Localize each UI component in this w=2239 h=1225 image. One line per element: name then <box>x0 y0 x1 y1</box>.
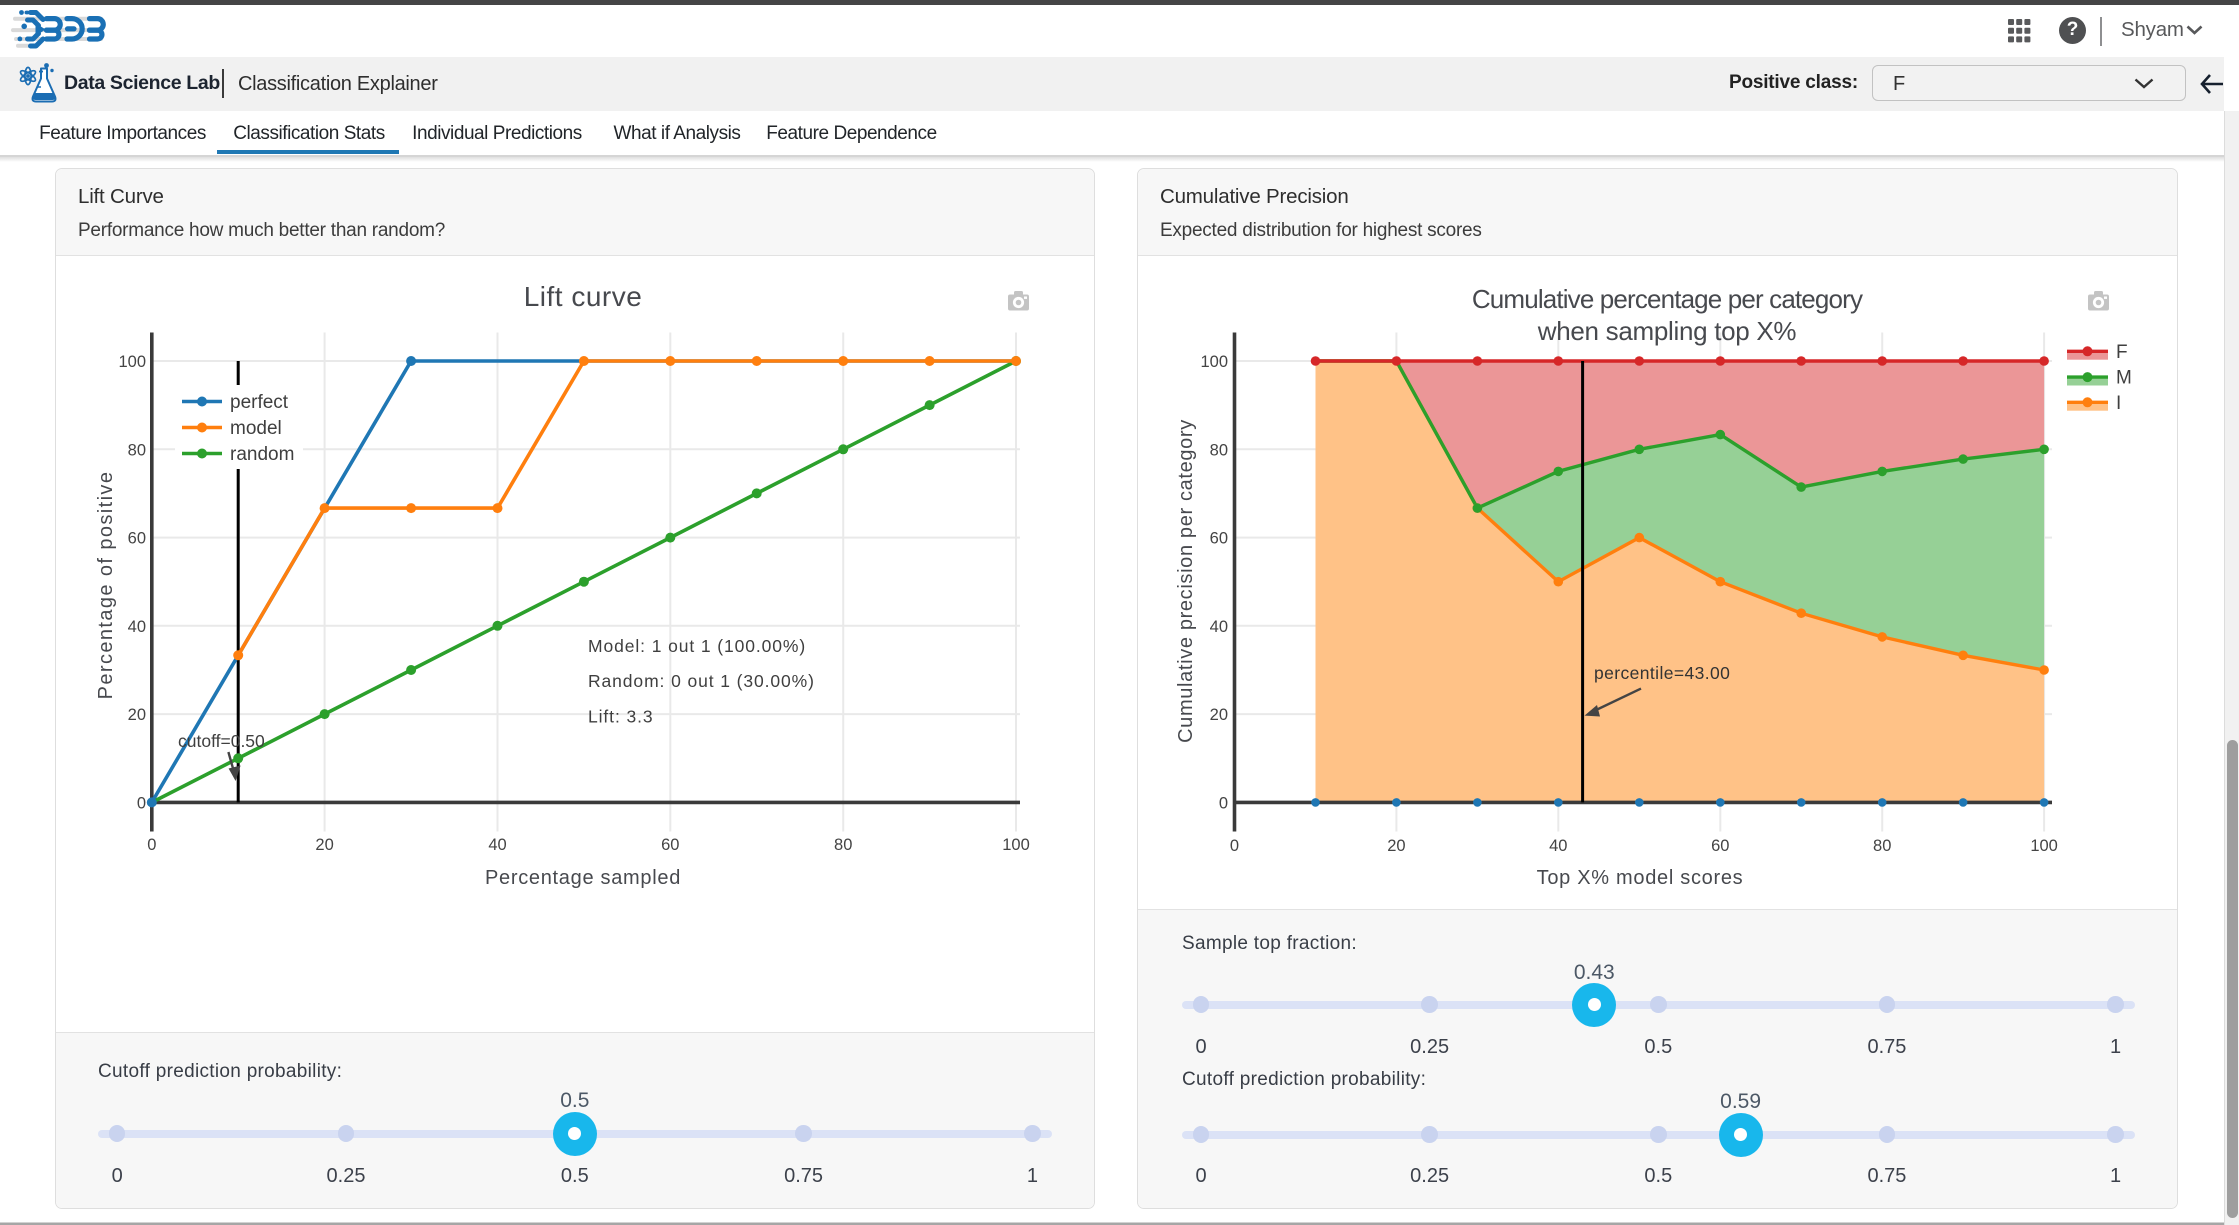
svg-text:0: 0 <box>147 836 156 854</box>
svg-text:40: 40 <box>488 836 506 854</box>
svg-text:0: 0 <box>1219 794 1228 812</box>
svg-text:I: I <box>2116 393 2121 414</box>
svg-text:when sampling top X%: when sampling top X% <box>1537 316 1797 346</box>
svg-text:Random: 0 out 1 (30.00%): Random: 0 out 1 (30.00%) <box>588 671 815 691</box>
svg-text:Percentage of positive: Percentage of positive <box>95 471 117 700</box>
svg-text:100: 100 <box>1002 836 1030 854</box>
svg-text:100: 100 <box>2030 837 2058 855</box>
svg-text:Lift curve: Lift curve <box>524 281 643 312</box>
svg-text:cutoff=0.50: cutoff=0.50 <box>178 731 265 751</box>
svg-text:20: 20 <box>128 706 146 724</box>
svg-text:random: random <box>230 444 294 465</box>
svg-text:80: 80 <box>1873 837 1891 855</box>
svg-text:40: 40 <box>1549 837 1567 855</box>
svg-text:80: 80 <box>1210 441 1228 459</box>
svg-text:100: 100 <box>118 353 146 371</box>
svg-text:60: 60 <box>128 530 146 548</box>
svg-text:Lift: 3.3: Lift: 3.3 <box>588 707 654 727</box>
svg-text:60: 60 <box>1210 530 1228 548</box>
svg-text:0: 0 <box>137 794 146 812</box>
svg-text:M: M <box>2116 368 2132 389</box>
svg-text:100: 100 <box>1200 353 1228 371</box>
svg-text:0: 0 <box>1230 837 1239 855</box>
svg-text:20: 20 <box>315 836 333 854</box>
svg-text:20: 20 <box>1387 837 1405 855</box>
svg-text:80: 80 <box>834 836 852 854</box>
svg-text:60: 60 <box>661 836 679 854</box>
svg-text:perfect: perfect <box>230 392 289 413</box>
svg-text:40: 40 <box>1210 618 1228 636</box>
svg-text:Model: 1 out 1 (100.00%): Model: 1 out 1 (100.00%) <box>588 636 806 656</box>
svg-text:80: 80 <box>128 441 146 459</box>
svg-text:60: 60 <box>1711 837 1729 855</box>
svg-text:Cumulative percentage per cate: Cumulative percentage per category <box>1472 284 1863 314</box>
svg-text:model: model <box>230 418 282 439</box>
svg-text:Percentage sampled: Percentage sampled <box>485 867 681 889</box>
svg-text:F: F <box>2116 342 2128 363</box>
svg-text:20: 20 <box>1210 706 1228 724</box>
svg-text:percentile=43.00: percentile=43.00 <box>1594 663 1730 683</box>
svg-text:Cumulative precision per categ: Cumulative precision per category <box>1175 419 1197 743</box>
svg-text:Top X% model scores: Top X% model scores <box>1537 867 1744 889</box>
svg-text:40: 40 <box>128 618 146 636</box>
